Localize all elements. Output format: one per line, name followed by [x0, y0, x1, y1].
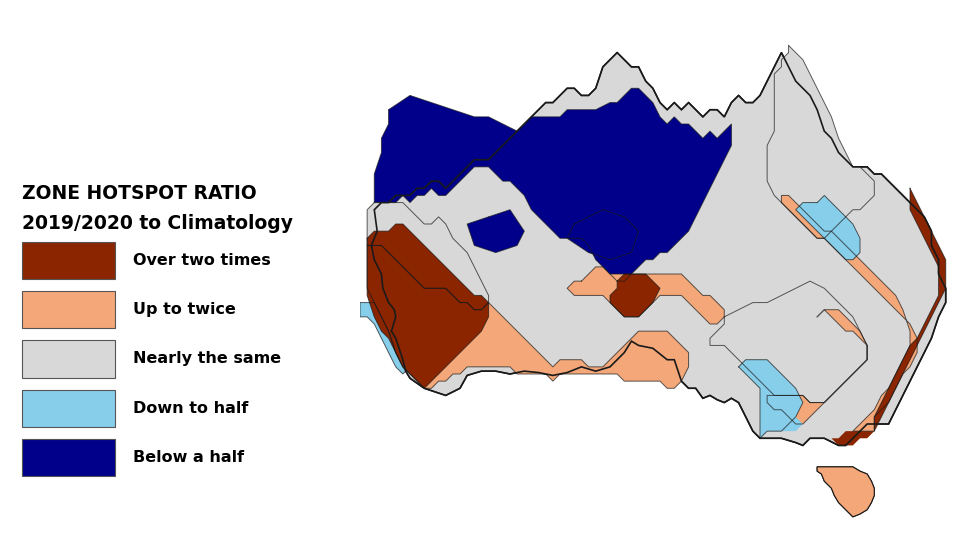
- Polygon shape: [796, 196, 860, 260]
- Polygon shape: [767, 310, 867, 424]
- Polygon shape: [360, 302, 406, 374]
- FancyBboxPatch shape: [21, 390, 115, 427]
- FancyBboxPatch shape: [21, 340, 115, 378]
- Polygon shape: [710, 281, 867, 403]
- Text: Up to twice: Up to twice: [133, 302, 236, 317]
- Text: ZONE HOTSPOT RATIO: ZONE HOTSPOT RATIO: [21, 184, 256, 203]
- Text: Nearly the same: Nearly the same: [133, 351, 281, 367]
- Polygon shape: [567, 267, 724, 324]
- Text: Over two times: Over two times: [133, 253, 271, 268]
- FancyBboxPatch shape: [21, 242, 115, 279]
- Polygon shape: [817, 467, 875, 517]
- Text: Below a half: Below a half: [133, 450, 245, 465]
- Polygon shape: [831, 431, 875, 446]
- Polygon shape: [367, 246, 688, 389]
- Polygon shape: [367, 203, 489, 310]
- Polygon shape: [374, 88, 732, 281]
- Polygon shape: [767, 396, 803, 431]
- FancyBboxPatch shape: [21, 291, 115, 328]
- Polygon shape: [767, 45, 875, 238]
- Polygon shape: [610, 274, 660, 317]
- Polygon shape: [817, 467, 875, 517]
- Polygon shape: [875, 189, 946, 431]
- Polygon shape: [367, 224, 489, 389]
- FancyBboxPatch shape: [21, 439, 115, 476]
- Polygon shape: [738, 359, 803, 438]
- Text: 2019/2020 to Climatology: 2019/2020 to Climatology: [21, 214, 293, 233]
- Polygon shape: [468, 210, 524, 253]
- Polygon shape: [372, 53, 946, 446]
- Polygon shape: [567, 210, 638, 260]
- Polygon shape: [781, 196, 917, 431]
- Text: Down to half: Down to half: [133, 401, 249, 416]
